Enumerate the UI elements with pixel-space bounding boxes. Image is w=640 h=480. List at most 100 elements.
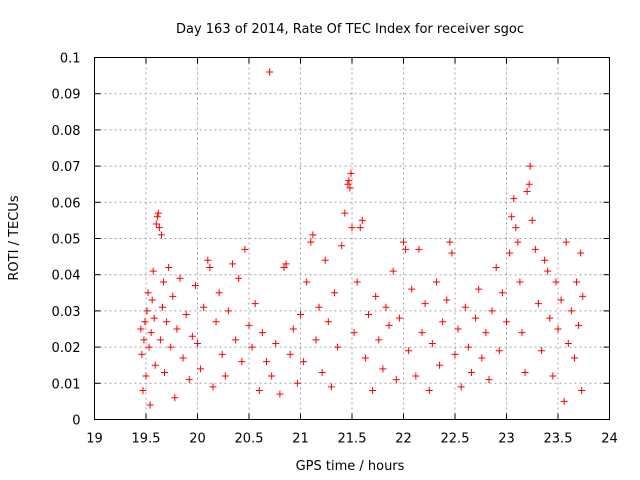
data-point [570,354,578,362]
data-point [200,303,208,311]
y-tick-label: 0.01 [52,377,81,392]
data-point [521,368,529,376]
data-point [169,292,177,300]
data-point [389,267,397,275]
data-point [148,296,156,304]
data-point [549,372,557,380]
data-point [221,372,229,380]
data-point [379,365,387,373]
data-point [421,300,429,308]
axis-ticks [94,57,610,420]
data-point [544,267,552,275]
data-point [495,347,503,355]
data-point [286,350,294,358]
data-point [289,325,297,333]
data-point [454,325,462,333]
data-point [179,354,187,362]
data-point [353,278,361,286]
data-point [506,249,514,257]
x-tick-label: 23.5 [544,432,573,447]
data-point [443,296,451,304]
y-tick-label: 0.07 [52,160,81,175]
y-tick-label: 0.06 [52,196,81,211]
data-point [578,387,586,395]
data-point [327,383,335,391]
data-point [577,249,585,257]
data-point [334,343,342,351]
data-point [554,325,562,333]
data-point [163,318,171,326]
data-point [439,318,447,326]
data-point [346,184,354,192]
data-point [303,278,311,286]
y-tick-label: 0.05 [52,233,81,248]
data-point [146,401,154,409]
data-point [512,224,520,232]
data-point [358,216,366,224]
x-tick-label: 22.5 [441,432,470,447]
data-point [232,336,240,344]
data-point [241,245,249,253]
data-point [575,321,583,329]
data-point [461,303,469,311]
data-point [188,332,196,340]
data-point [503,318,510,326]
data-point [248,343,256,351]
data-point [415,245,423,253]
data-point [160,278,168,286]
data-point [263,358,271,366]
data-point [235,274,243,282]
x-tick-label: 24 [601,432,618,447]
x-axis-label: GPS time / hours [296,459,405,474]
data-point [155,224,163,232]
data-point [369,387,377,395]
data-point [412,372,420,380]
data-point [324,318,332,326]
data-point [478,354,486,362]
data-point [492,263,500,271]
data-point [557,296,565,304]
data-point [280,263,288,271]
data-point [425,387,433,395]
data-point [364,311,372,319]
data-point [238,358,246,366]
data-point [309,231,317,239]
data-point [516,278,524,286]
data-point [579,292,587,300]
data-point [538,347,546,355]
data-point [392,376,400,384]
x-tick-label: 19.5 [132,432,161,447]
data-point [523,187,531,195]
data-point [510,195,518,203]
data-point [145,343,153,351]
data-point [347,169,355,177]
data-point [138,350,146,358]
data-point [338,242,346,250]
data-point [297,311,304,319]
data-point [268,372,276,380]
y-tick-label: 0 [72,414,80,429]
data-point [150,314,158,322]
data-point [318,368,326,376]
data-point [176,274,184,282]
data-point [173,325,181,333]
data-point [405,347,413,355]
x-tick-label: 22 [395,432,412,447]
data-point [446,238,454,246]
data-point [161,368,169,376]
data-point [518,329,526,337]
data-point [149,267,157,275]
data-point [567,307,575,315]
data-point [212,318,220,326]
data-point [165,263,173,271]
y-tick-label: 0.08 [52,124,81,139]
data-point [457,383,465,391]
data-point [464,343,472,351]
data-point [204,256,212,264]
data-point [307,238,315,246]
data-point [345,177,353,185]
data-point [209,383,217,391]
y-tick-label: 0.02 [52,341,81,356]
x-tick-label: 20.5 [235,432,264,447]
